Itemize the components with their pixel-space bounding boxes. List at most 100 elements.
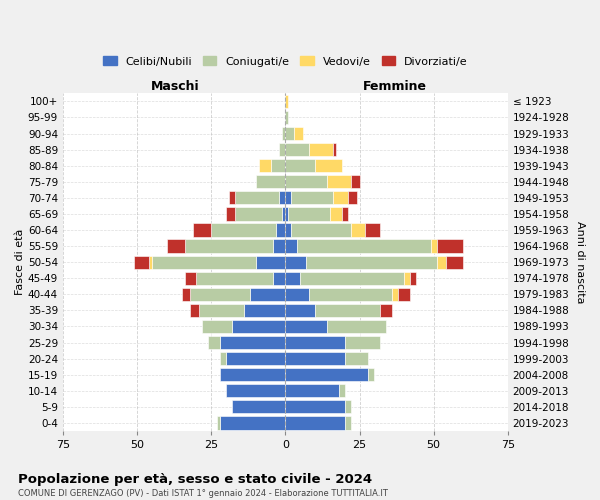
- Bar: [202, 320, 232, 333]
- Bar: [297, 240, 431, 252]
- Bar: [410, 272, 416, 285]
- Bar: [286, 416, 344, 430]
- Text: Femmine: Femmine: [363, 80, 427, 92]
- Bar: [190, 304, 199, 317]
- Bar: [291, 192, 333, 204]
- Bar: [291, 224, 350, 236]
- Bar: [220, 416, 286, 430]
- Bar: [256, 256, 286, 269]
- Bar: [232, 320, 286, 333]
- Bar: [220, 352, 226, 365]
- Text: Maschi: Maschi: [151, 80, 200, 92]
- Bar: [398, 288, 410, 301]
- Bar: [286, 336, 344, 349]
- Bar: [286, 159, 315, 172]
- Bar: [235, 192, 280, 204]
- Bar: [286, 256, 306, 269]
- Bar: [344, 336, 380, 349]
- Bar: [392, 288, 398, 301]
- Bar: [185, 240, 274, 252]
- Bar: [193, 224, 211, 236]
- Bar: [286, 320, 327, 333]
- Bar: [211, 224, 277, 236]
- Bar: [344, 352, 368, 365]
- Bar: [280, 143, 286, 156]
- Y-axis label: Anni di nascita: Anni di nascita: [575, 221, 585, 304]
- Bar: [315, 159, 342, 172]
- Bar: [437, 256, 446, 269]
- Bar: [446, 256, 463, 269]
- Bar: [196, 272, 274, 285]
- Bar: [286, 127, 294, 140]
- Bar: [339, 384, 344, 398]
- Bar: [286, 143, 309, 156]
- Bar: [286, 111, 289, 124]
- Bar: [404, 272, 410, 285]
- Bar: [309, 288, 392, 301]
- Bar: [350, 175, 359, 188]
- Bar: [347, 192, 356, 204]
- Bar: [286, 352, 344, 365]
- Bar: [149, 256, 152, 269]
- Bar: [286, 208, 289, 220]
- Bar: [220, 336, 286, 349]
- Bar: [333, 192, 347, 204]
- Bar: [226, 352, 286, 365]
- Bar: [286, 240, 297, 252]
- Bar: [286, 304, 315, 317]
- Bar: [350, 224, 365, 236]
- Bar: [286, 368, 368, 382]
- Bar: [333, 143, 336, 156]
- Bar: [259, 159, 271, 172]
- Bar: [342, 208, 347, 220]
- Bar: [431, 240, 437, 252]
- Bar: [256, 175, 286, 188]
- Bar: [226, 208, 235, 220]
- Bar: [286, 224, 291, 236]
- Bar: [286, 400, 344, 413]
- Bar: [277, 224, 286, 236]
- Bar: [274, 240, 286, 252]
- Bar: [344, 416, 350, 430]
- Bar: [229, 192, 235, 204]
- Text: Popolazione per età, sesso e stato civile - 2024: Popolazione per età, sesso e stato civil…: [18, 472, 372, 486]
- Bar: [167, 240, 185, 252]
- Bar: [182, 288, 190, 301]
- Bar: [286, 272, 300, 285]
- Bar: [294, 127, 303, 140]
- Bar: [286, 288, 309, 301]
- Bar: [274, 272, 286, 285]
- Bar: [344, 400, 350, 413]
- Bar: [244, 304, 286, 317]
- Bar: [283, 208, 286, 220]
- Bar: [437, 240, 463, 252]
- Bar: [327, 320, 386, 333]
- Bar: [208, 336, 220, 349]
- Bar: [368, 368, 374, 382]
- Bar: [286, 95, 289, 108]
- Bar: [280, 192, 286, 204]
- Bar: [286, 175, 327, 188]
- Bar: [232, 400, 286, 413]
- Bar: [289, 208, 330, 220]
- Y-axis label: Fasce di età: Fasce di età: [15, 229, 25, 296]
- Bar: [380, 304, 392, 317]
- Legend: Celibi/Nubili, Coniugati/e, Vedovi/e, Divorziati/e: Celibi/Nubili, Coniugati/e, Vedovi/e, Di…: [99, 52, 472, 71]
- Bar: [220, 368, 286, 382]
- Bar: [365, 224, 380, 236]
- Bar: [226, 384, 286, 398]
- Text: COMUNE DI GERENZAGO (PV) - Dati ISTAT 1° gennaio 2024 - Elaborazione TUTTITALIA.: COMUNE DI GERENZAGO (PV) - Dati ISTAT 1°…: [18, 489, 388, 498]
- Bar: [309, 143, 333, 156]
- Bar: [199, 304, 244, 317]
- Bar: [283, 127, 286, 140]
- Bar: [217, 416, 220, 430]
- Bar: [250, 288, 286, 301]
- Bar: [190, 288, 250, 301]
- Bar: [185, 272, 196, 285]
- Bar: [327, 175, 350, 188]
- Bar: [152, 256, 256, 269]
- Bar: [300, 272, 404, 285]
- Bar: [330, 208, 342, 220]
- Bar: [286, 384, 339, 398]
- Bar: [134, 256, 149, 269]
